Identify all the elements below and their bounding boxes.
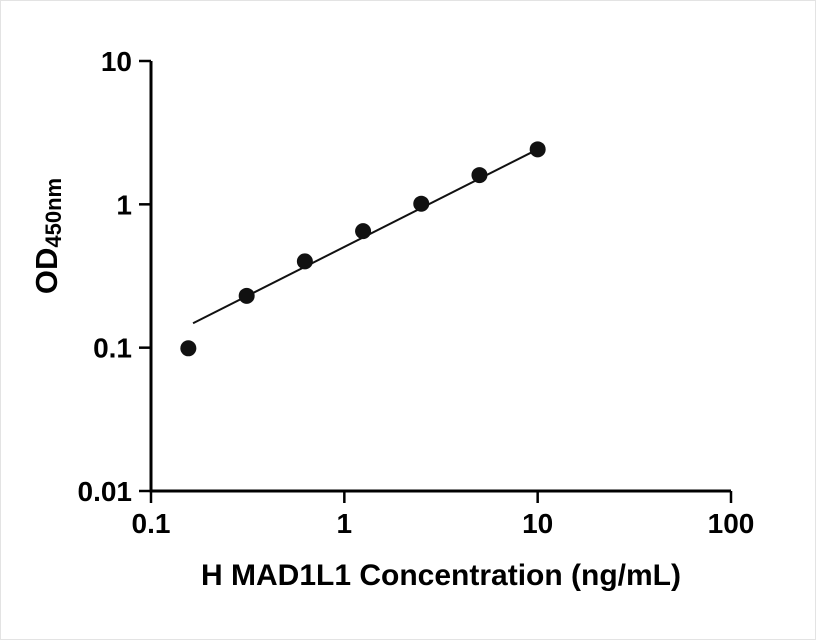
data-point (529, 141, 546, 158)
y-tick-label: 0.1 (93, 333, 132, 364)
data-point (471, 167, 488, 184)
x-tick-label: 10 (522, 508, 553, 539)
data-point (296, 253, 313, 270)
y-tick-label: 10 (101, 46, 132, 77)
y-axis-label: OD450nm (29, 177, 66, 295)
x-tick-label: 1 (337, 508, 353, 539)
data-point (238, 287, 255, 304)
y-tick-label: 1 (116, 189, 132, 220)
y-axis-label-main: OD (29, 247, 64, 295)
data-point (180, 340, 197, 357)
x-axis-label: H MAD1L1 Concentration (ng/mL) (201, 559, 681, 592)
y-tick-label: 0.01 (78, 476, 133, 507)
data-point (413, 195, 430, 212)
x-tick-label: 100 (708, 508, 755, 539)
y-axis-label-subscript: 450nm (41, 177, 66, 248)
data-point (355, 223, 372, 240)
x-tick-label: 0.1 (132, 508, 171, 539)
